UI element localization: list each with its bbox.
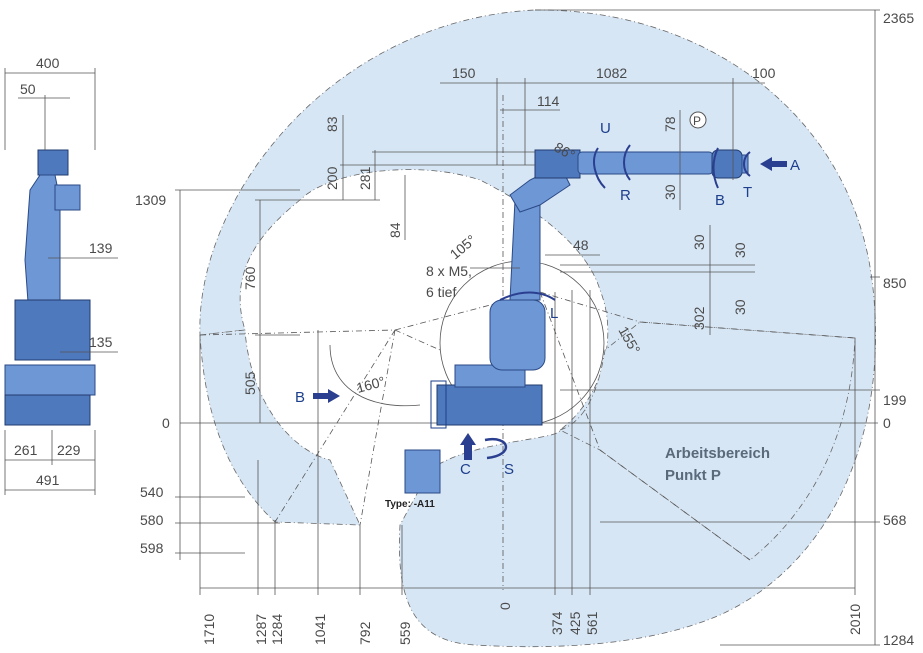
- scale-b-1041: 1041: [312, 614, 328, 645]
- side-dims: 400 50 139 135 261 229 491: [4, 55, 118, 495]
- scale-r-2365: 2365: [883, 10, 914, 26]
- scale-l-1309: 1309: [135, 192, 166, 208]
- right-scale: 2365 850 199 0 568 1284: [535, 9, 914, 648]
- side-base: [4, 394, 91, 426]
- robot-main: [436, 149, 749, 426]
- mount-note-line2: 6 tief: [426, 284, 456, 300]
- dim-1082: 1082: [596, 65, 627, 81]
- scale-r-0: 0: [883, 415, 891, 431]
- scale-b-0: 0: [497, 602, 513, 610]
- view-a-arrow: [760, 157, 787, 171]
- dim-114: 114: [537, 93, 560, 109]
- axis-l-label: L: [550, 305, 558, 322]
- robot-shoulder: [489, 299, 546, 371]
- scale-l-0: 0: [162, 415, 170, 431]
- view-a-label: A: [790, 157, 800, 174]
- dim-83: 83: [324, 116, 340, 132]
- scale-b-425: 425: [567, 611, 583, 635]
- top-dims: 150 1082 100 114 83 200 281 84 78 30 48 …: [242, 65, 776, 423]
- dim-side-135: 135: [89, 334, 113, 350]
- type-a11-label: Type: -A11: [385, 499, 435, 510]
- scale-b-1284: 1284: [269, 614, 285, 645]
- axis-r-arrow: [623, 144, 631, 181]
- axis-u-label: U: [600, 120, 611, 137]
- dim-side-50: 50: [20, 81, 36, 97]
- axis-t-arrow: [743, 151, 751, 177]
- dim-150: 150: [452, 65, 476, 81]
- workspace-label-line1: Arbeitsbereich: [665, 445, 770, 462]
- axis-b-arrow: [712, 147, 719, 189]
- robot-base: [436, 384, 543, 426]
- dim-30-forearm: 30: [662, 184, 678, 200]
- dim-281: 281: [357, 166, 373, 190]
- workspace-lower-left: [199, 329, 361, 526]
- axis-r-label: R: [620, 187, 631, 204]
- robot-side-view: [4, 149, 96, 426]
- dim-760: 760: [242, 266, 258, 290]
- axis-s-arrow: [484, 437, 508, 460]
- scale-r-1284: 1284: [883, 632, 914, 648]
- scale-r-568: 568: [883, 512, 907, 528]
- scale-r-199: 199: [883, 392, 907, 408]
- point-p-label: P: [693, 114, 701, 128]
- axis-markers: U R B T A P L C S B: [295, 111, 800, 478]
- dim-505: 505: [242, 371, 258, 395]
- view-b-label: B: [295, 389, 305, 406]
- scale-b-559: 559: [397, 621, 413, 645]
- dim-30-mount-c: 30: [732, 299, 748, 315]
- dim-side-261: 261: [14, 442, 38, 458]
- dim-side-400: 400: [36, 55, 60, 71]
- robot-forearm: [577, 151, 714, 175]
- type-a11-base-icon: [404, 449, 441, 494]
- side-elbow: [54, 184, 81, 211]
- scale-b-561: 561: [584, 611, 600, 635]
- dim-side-491: 491: [36, 472, 60, 488]
- dim-302: 302: [691, 306, 707, 330]
- dim-84: 84: [387, 222, 403, 238]
- axis-b-label: B: [715, 192, 725, 209]
- scale-l-540: 540: [140, 484, 164, 500]
- view-b-arrow: [313, 389, 340, 403]
- axis-s-label: S: [504, 461, 514, 478]
- type-a11-inset: Type: -A11: [385, 380, 447, 510]
- view-c-arrow: [460, 433, 476, 460]
- bottom-scale: 1710 1287 1284 1041 792 559 0 374 425 56…: [199, 290, 863, 645]
- scale-b-374: 374: [549, 611, 565, 635]
- side-turret: [4, 364, 96, 396]
- left-scale: 1309 0 540 580 598: [135, 189, 300, 560]
- axis-t-label: T: [743, 184, 752, 201]
- point-p-marker: [689, 111, 707, 129]
- dim-200: 200: [324, 166, 340, 190]
- robot-upper-arm-housing: [534, 149, 581, 179]
- scale-b-792: 792: [357, 621, 373, 645]
- scale-b-1710: 1710: [201, 614, 217, 645]
- type-a11-highlight: [430, 380, 447, 429]
- scale-l-598: 598: [140, 540, 164, 556]
- dim-78: 78: [662, 116, 678, 132]
- dim-30-mount-b: 30: [732, 242, 748, 258]
- side-shoulder: [14, 299, 91, 361]
- dim-side-229: 229: [57, 442, 81, 458]
- workspace-label-line2: Punkt P: [665, 467, 721, 484]
- side-wrist: [37, 149, 69, 176]
- axis-l-arrow: [499, 291, 556, 301]
- dim-side-139: 139: [89, 240, 113, 256]
- angle-160: 160°: [355, 373, 387, 396]
- scale-b-1287: 1287: [253, 614, 269, 645]
- scale-r-850: 850: [883, 275, 907, 291]
- view-c-label: C: [460, 461, 471, 478]
- dim-48: 48: [573, 237, 589, 253]
- scale-l-580: 580: [140, 512, 164, 528]
- axis-u-arrow: [593, 147, 606, 189]
- mount-note-line1: 8 x M5,: [426, 263, 472, 279]
- dim-100: 100: [752, 65, 776, 81]
- robot-lower-arm: [509, 199, 541, 301]
- angle-105: 105°: [447, 231, 479, 262]
- scale-b-2010: 2010: [847, 604, 863, 635]
- dim-30-mount-a: 30: [691, 234, 707, 250]
- angle-160-arc: [329, 344, 421, 407]
